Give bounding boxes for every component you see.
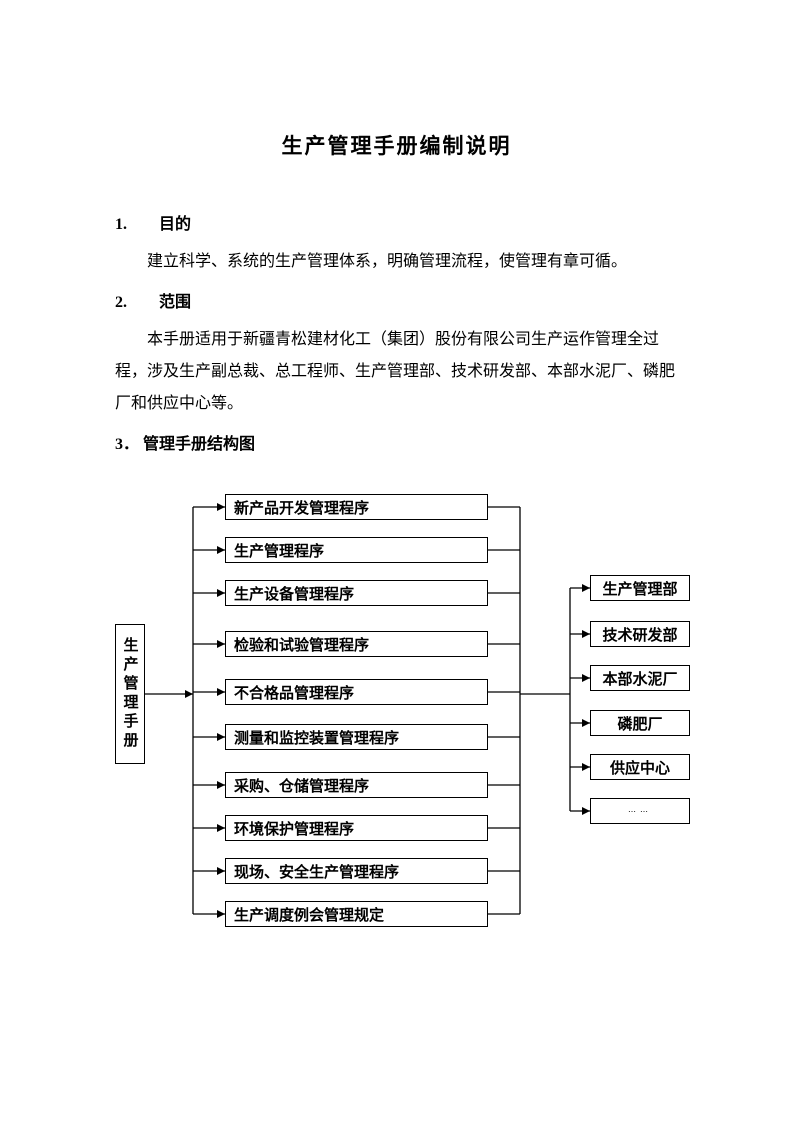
- node-dept-5: ⋯⋯: [590, 798, 690, 824]
- section-1-label: 目的: [159, 216, 191, 233]
- node-dept-3: 磷肥厂: [590, 710, 690, 736]
- node-procedure-9: 生产调度例会管理规定: [225, 901, 488, 927]
- node-procedure-0: 新产品开发管理程序: [225, 494, 488, 520]
- node-procedure-3: 检验和试验管理程序: [225, 631, 488, 657]
- section-1-heading: 1. 目的: [115, 210, 678, 234]
- node-procedure-1: 生产管理程序: [225, 537, 488, 563]
- section-3-label: 管理手册结构图: [143, 436, 255, 453]
- section-2-num: 2.: [115, 294, 155, 312]
- node-root: 生产管理手册: [115, 624, 145, 764]
- section-2-body: 本手册适用于新疆青松建材化工（集团）股份有限公司生产运作管理全过程，涉及生产副总…: [115, 324, 678, 420]
- node-procedure-7: 环境保护管理程序: [225, 815, 488, 841]
- page-title: 生产管理手册编制说明: [115, 130, 678, 160]
- node-procedure-6: 采购、仓储管理程序: [225, 772, 488, 798]
- section-2-label: 范围: [159, 294, 191, 311]
- node-procedure-2: 生产设备管理程序: [225, 580, 488, 606]
- node-dept-4: 供应中心: [590, 754, 690, 780]
- node-procedure-4: 不合格品管理程序: [225, 679, 488, 705]
- structure-diagram: 生产管理手册 新产品开发管理程序生产管理程序生产设备管理程序检验和试验管理程序不合…: [115, 482, 678, 952]
- node-dept-2: 本部水泥厂: [590, 665, 690, 691]
- section-3-heading: 3． 管理手册结构图: [115, 430, 678, 454]
- node-procedure-8: 现场、安全生产管理程序: [225, 858, 488, 884]
- section-1-body: 建立科学、系统的生产管理体系，明确管理流程，使管理有章可循。: [115, 246, 678, 278]
- node-dept-1: 技术研发部: [590, 621, 690, 647]
- section-3-num: 3．: [115, 436, 139, 453]
- node-procedure-5: 测量和监控装置管理程序: [225, 724, 488, 750]
- node-dept-0: 生产管理部: [590, 575, 690, 601]
- section-1-num: 1.: [115, 216, 155, 234]
- section-2-heading: 2. 范围: [115, 288, 678, 312]
